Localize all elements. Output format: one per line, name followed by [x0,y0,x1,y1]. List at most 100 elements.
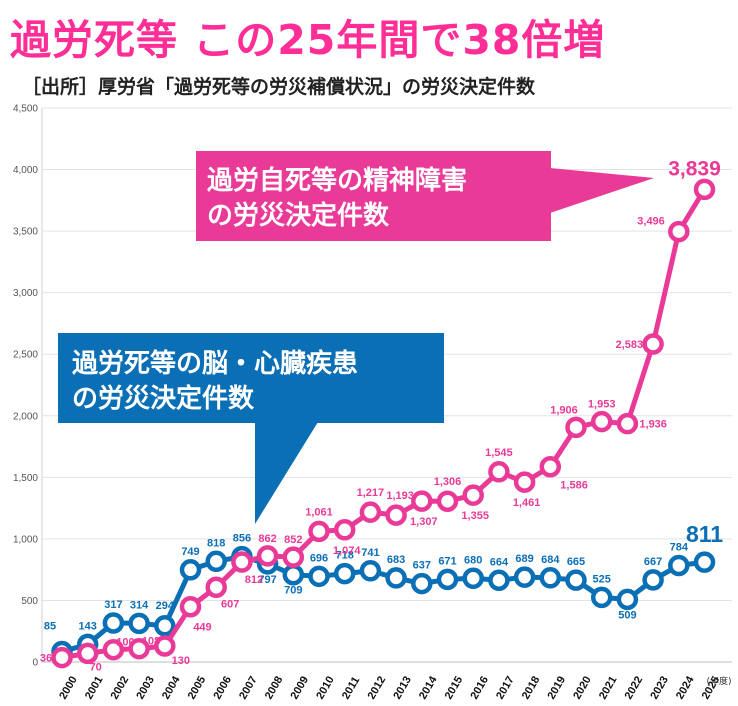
data-label-brain-heart: 525 [593,573,611,585]
data-point-mental [231,551,253,573]
headline: 過労死等 この25年間で38倍増 [10,16,606,64]
data-point-mental [513,471,536,493]
callout-label-brain-heart-line2: の労災決定件数 [72,383,255,414]
data-label-mental: 2,583 [616,339,644,351]
data-label-mental: 1,307 [410,516,438,528]
callout-label-mental-line1: 過労自死等の精神障害 [207,165,467,196]
data-point-mental [462,484,484,506]
x-tick-label: 2022 [623,674,646,701]
callout-pointer-mental [550,168,654,213]
x-tick-label: 2007 [237,674,260,701]
data-label-mental: 852 [284,534,302,546]
data-label-mental: 1,306 [434,476,462,488]
data-label-brain-heart: 749 [181,546,199,558]
data-label-brain-heart: 85 [44,621,56,633]
data-label-brain-heart: 856 [233,533,251,545]
callout-label-brain-heart-line1: 過労死等の脳・心臓疾患 [72,348,358,379]
x-tick-label: 2002 [109,674,132,701]
y-tick-label: 4,000 [13,165,38,176]
data-point-mental [51,646,73,669]
data-point-mental [256,545,279,567]
data-label-brain-heart: 680 [464,554,482,566]
y-tick-label: 4,500 [13,104,38,115]
data-point-brain-heart [179,559,202,581]
x-tick-label: 2008 [263,674,286,701]
x-tick-label: 2024 [674,674,697,702]
data-point-brain-heart [154,615,176,637]
data-point-mental [411,490,433,512]
data-point-brain-heart [642,569,664,591]
data-point-brain-heart [436,568,459,591]
data-label-mental: 3,496 [637,216,665,228]
data-label-brain-heart: 684 [541,554,560,566]
x-tick-label: 2000 [57,674,80,701]
x-tick-label: 2019 [546,674,569,701]
y-tick-label: 3,000 [13,288,38,299]
x-tick-label: 2021 [597,674,620,701]
data-point-mental [102,638,125,661]
y-tick-label: 1,500 [13,473,38,484]
data-point-mental [205,576,227,599]
source-note: ［出所］厚労省「過労死等の労災補償状況」の労災決定件数 [22,76,536,98]
data-label-mental: 36 [40,653,52,665]
x-tick-label: 2009 [289,674,312,701]
y-tick-label: 2,500 [13,350,38,361]
data-label-mental: 862 [258,533,276,545]
data-label-brain-heart: 718 [336,550,354,562]
data-point-brain-heart [488,569,510,592]
data-point-brain-heart [565,569,587,591]
data-label-mental: 1,217 [357,487,385,499]
data-label-mental: 1,355 [461,510,489,522]
x-tick-label: 2017 [494,674,517,701]
data-label-mental: 100 [116,637,134,649]
y-tick-label: 0 [32,658,38,669]
data-label-mental: 1,193 [386,490,414,502]
x-tick-label: 2020 [571,674,594,701]
data-label-brain-heart: 143 [79,620,97,632]
data-label-brain-heart: 671 [438,555,456,567]
callout-box-mental [196,151,551,241]
data-label-mental: 1,461 [513,497,541,509]
data-point-brain-heart [539,567,562,589]
data-point-brain-heart [102,612,125,634]
x-tick-label: 2015 [443,674,466,701]
data-point-brain-heart [359,560,382,582]
data-label-brain-heart: 797 [258,574,276,586]
data-label-brain-heart: 683 [387,554,405,566]
data-point-brain-heart [308,565,330,588]
data-point-mental [539,455,562,478]
x-tick-label: 2016 [468,674,491,701]
data-label-brain-heart: 667 [644,556,662,568]
data-point-brain-heart [205,550,227,573]
x-tick-label: 2014 [417,674,440,702]
data-point-mental [488,461,510,483]
callout-label-mental-line2: の労災決定件数 [207,200,390,231]
data-point-mental [179,595,202,618]
data-label-brain-heart: 696 [310,552,328,564]
data-label-brain-heart: 811 [686,521,723,547]
data-label-brain-heart: 509 [618,609,636,621]
data-point-mental [308,520,330,543]
data-label-mental: 1,061 [305,506,333,518]
x-tick-label: 2018 [520,674,543,701]
data-point-mental [333,519,356,541]
data-label-brain-heart: 784 [670,541,689,553]
data-point-mental [128,637,150,660]
data-label-mental: 449 [193,622,211,634]
y-tick-label: 500 [21,596,38,607]
data-point-brain-heart [693,551,716,573]
data-point-brain-heart [128,612,150,635]
data-label-mental: 1,586 [560,480,588,492]
data-label-brain-heart: 317 [104,599,122,611]
data-label-mental: 130 [172,655,190,667]
y-tick-label: 1,000 [13,534,38,545]
data-label-brain-heart: 689 [515,553,533,565]
data-label-mental: 607 [221,598,239,610]
data-point-mental [385,504,407,526]
data-point-brain-heart [411,572,433,595]
data-label-mental: 812 [245,574,263,586]
data-point-brain-heart [462,567,484,590]
data-point-mental [642,333,664,355]
data-point-brain-heart [333,562,356,585]
